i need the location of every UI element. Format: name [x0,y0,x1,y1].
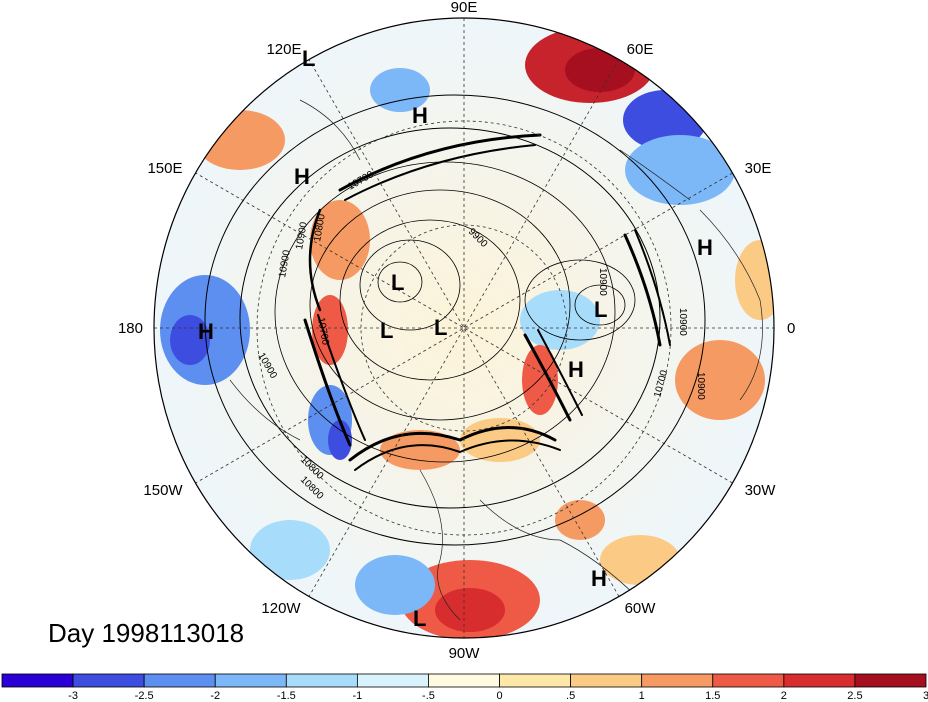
pressure-center-low: L [413,606,426,631]
colorbar-tick-label: 3 [923,690,928,702]
contour-label: 10900 [597,268,608,296]
graticule [154,18,774,638]
colorbar-tick-label: .5 [566,690,575,702]
lon-label-30w: 30W [745,482,777,499]
pressure-center-low: L [302,46,315,71]
lon-label-90e: 90E [451,0,478,16]
lon-label-150e: 150E [147,160,182,177]
pressure-center-high: H [697,235,713,260]
colorbar-box [499,673,572,688]
colorbar-tick-label: 0 [496,690,502,702]
pressure-center-high: H [198,319,214,344]
colorbar-box [214,673,287,688]
lon-label-30e: 30E [745,160,772,177]
temperature-anomaly-field [154,18,774,638]
lon-label-60w: 60W [625,600,657,617]
pressure-center-low: L [391,270,404,295]
contour-label: 10900 [677,308,688,336]
map-boundary [153,17,775,639]
colorbar-tick-label: -.5 [422,690,435,702]
pressure-center-low: L [434,315,447,340]
colorbar-tick-label: -1.5 [277,690,296,702]
colorbar-boxes [1,673,927,688]
colorbar-tick-label: 1.5 [705,690,720,702]
day-label: Day 1998113018 [48,618,245,648]
colorbar-box [143,673,216,688]
pressure-center-low: L [594,297,607,322]
colorbar-tick-label: -2 [210,690,220,702]
pressure-center-high: H [568,357,584,382]
lon-label-120w: 120W [261,600,301,617]
colorbar-box [570,673,643,688]
coastlines [229,99,763,621]
lon-label-150w: 150W [143,482,183,499]
colorbar-box [783,673,856,688]
colorbar-box [854,673,927,688]
contour-label: 10900 [695,372,706,400]
polar-stereographic-map: 90E 60E 30E 0 30W 60W 90W 120W 150W 180 … [118,0,795,662]
lon-label-60e: 60E [627,41,654,58]
colorbar-tick-label: -3 [68,690,78,702]
colorbar-box [1,673,74,688]
pressure-center-high: H [294,164,310,189]
colorbar-box [285,673,358,688]
colorbar-tick-label: 2.5 [847,690,862,702]
colorbar-box [641,673,714,688]
colorbar-tick-label: -2.5 [135,690,154,702]
pressure-center-high: H [591,566,607,591]
contour-label: 10800 [312,213,328,243]
pressure-center-low: L [380,318,393,343]
pressure-center-high: H [412,103,428,128]
colorbar-box [356,673,429,688]
contour-label: 10900 [294,221,310,251]
jet-stream-contours [303,133,671,471]
colorbar-box [428,673,500,688]
colorbar-box [712,673,785,688]
lon-label-180: 180 [118,320,143,337]
contour-label: 10700 [315,317,331,347]
lon-label-90w: 90W [449,645,481,662]
lon-label-0: 0 [787,320,795,337]
colorbar: -3 -2.5 -2 -1.5 -1 -.5 0 .5 1 1.5 2 2.5 3 [1,673,928,702]
colorbar-tick-label: 1 [639,690,645,702]
lon-label-120e: 120E [266,41,301,58]
colorbar-tick-label: 2 [781,690,787,702]
colorbar-box [72,673,145,688]
colorbar-tick-label: -1 [352,690,362,702]
contour-label: 10900 [277,249,293,279]
colorbar-ticks: -3 -2.5 -2 -1.5 -1 -.5 0 .5 1 1.5 2 2.5 3 [68,690,928,702]
